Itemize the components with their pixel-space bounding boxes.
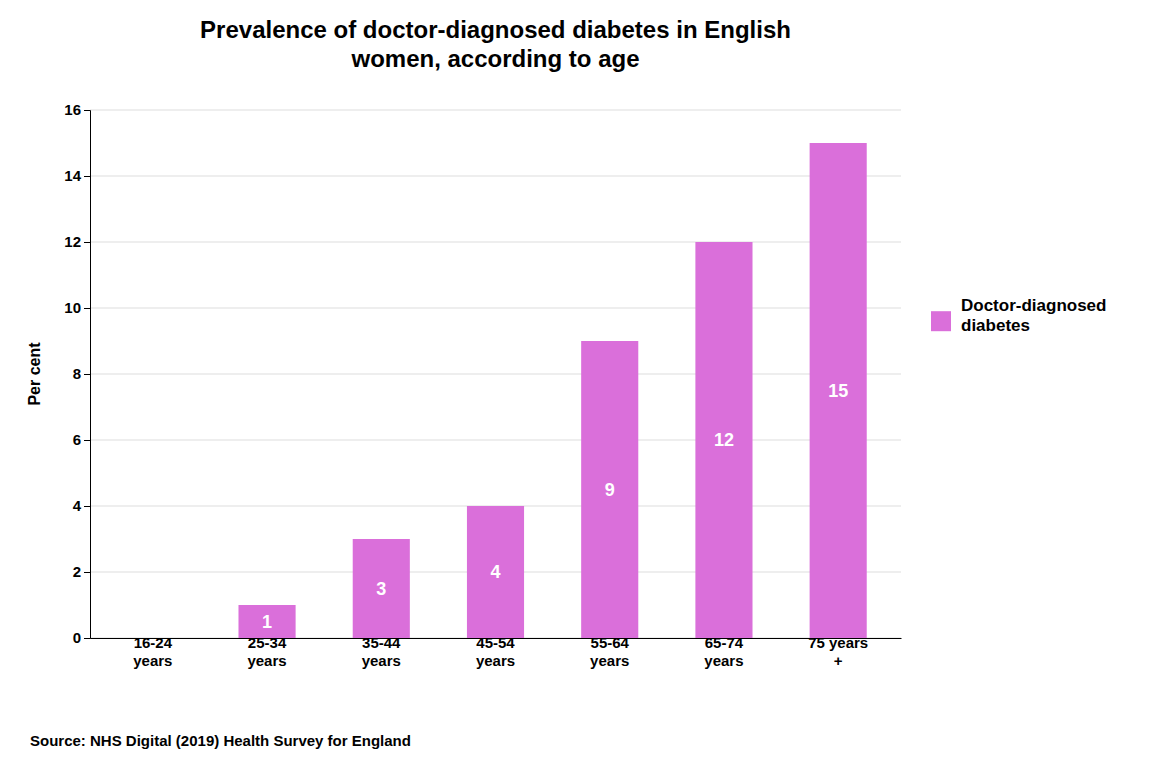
tick-mark xyxy=(84,506,90,507)
grid-line xyxy=(90,110,901,111)
axis-title: Per cent xyxy=(26,342,43,406)
tick-mark xyxy=(84,110,90,111)
annotation: Source: NHS Digital (2019) Health Survey… xyxy=(30,732,411,749)
tick: 6 xyxy=(73,431,90,448)
plot: 1 3 4 9 12 15 0 2 4 6 8 10 12 14 16 16-24years 25-34year… xyxy=(64,101,901,669)
grid-line xyxy=(90,242,901,243)
bar xyxy=(581,341,638,638)
tick: 45-54years xyxy=(476,634,515,669)
data-label: 12 xyxy=(714,430,734,450)
tick-mark xyxy=(84,374,90,375)
tick: 75 years+ xyxy=(808,634,868,669)
tick-label: 10 xyxy=(64,299,81,316)
tick: 10 xyxy=(64,299,90,316)
data-label: 9 xyxy=(605,480,615,500)
data-labels: 1 3 4 9 12 15 xyxy=(262,381,848,632)
legend-label: Doctor-diagnoseddiabetes xyxy=(961,296,1106,335)
tick-label: 4 xyxy=(73,497,82,514)
title: Prevalence of doctor-diagnosed diabetes … xyxy=(200,16,791,72)
tick-label: 16-24years xyxy=(133,634,172,669)
tick-label: 6 xyxy=(73,431,81,448)
grid-line xyxy=(90,374,901,375)
tick-label: 65-74years xyxy=(704,634,743,669)
tick-label: 75 years+ xyxy=(808,634,868,669)
tick: 65-74years xyxy=(704,634,743,669)
tick: 16 xyxy=(64,101,90,118)
tick-mark xyxy=(84,242,90,243)
tick: 25-34years xyxy=(247,634,286,669)
tick-label: 8 xyxy=(73,365,81,382)
tick: 12 xyxy=(64,233,90,250)
tick-mark xyxy=(84,176,90,177)
bar xyxy=(353,539,410,638)
legend: Doctor-diagnoseddiabetes xyxy=(931,296,1106,335)
tick-label: 45-54years xyxy=(476,634,515,669)
grid xyxy=(90,110,901,638)
tick: 35-44years xyxy=(362,634,401,669)
tick: 55-64years xyxy=(590,634,629,669)
chart: Prevalence of doctor-diagnosed diabetes … xyxy=(0,0,1151,768)
tick: 14 xyxy=(64,167,90,184)
bar xyxy=(810,143,867,638)
tick: 0 xyxy=(73,629,90,646)
tick-mark xyxy=(84,308,90,309)
tick-label: 25-34years xyxy=(247,634,286,669)
data-label: 1 xyxy=(262,612,272,632)
tick-label: 2 xyxy=(73,563,81,580)
tick-label: 55-64years xyxy=(590,634,629,669)
tick-label: 0 xyxy=(73,629,81,646)
tick-mark xyxy=(84,572,90,573)
tick-label: 35-44years xyxy=(362,634,401,669)
y-axis: 0 2 4 6 8 10 12 14 16 xyxy=(64,101,90,646)
tick: 4 xyxy=(73,497,90,514)
tick: 16-24years xyxy=(133,634,172,669)
tick: 2 xyxy=(73,563,90,580)
tick: 8 xyxy=(73,365,90,382)
grid-line xyxy=(90,308,901,309)
bar xyxy=(695,242,752,638)
x-axis: 16-24years 25-34years 35-44years 45-54years… xyxy=(91,634,902,669)
tick-label: 12 xyxy=(64,233,81,250)
tick-label: 16 xyxy=(64,101,81,118)
data-label: 3 xyxy=(376,579,386,599)
grid-line xyxy=(90,176,901,177)
legend-swatch xyxy=(931,311,951,331)
data-label: 15 xyxy=(828,381,848,401)
bar xyxy=(467,506,524,638)
data-label: 4 xyxy=(490,562,500,582)
axis-line xyxy=(84,111,91,639)
tick-mark xyxy=(84,440,90,441)
tick-label: 14 xyxy=(64,167,81,184)
grid-line xyxy=(90,440,901,441)
tick-mark xyxy=(84,638,90,639)
bars xyxy=(238,143,866,638)
